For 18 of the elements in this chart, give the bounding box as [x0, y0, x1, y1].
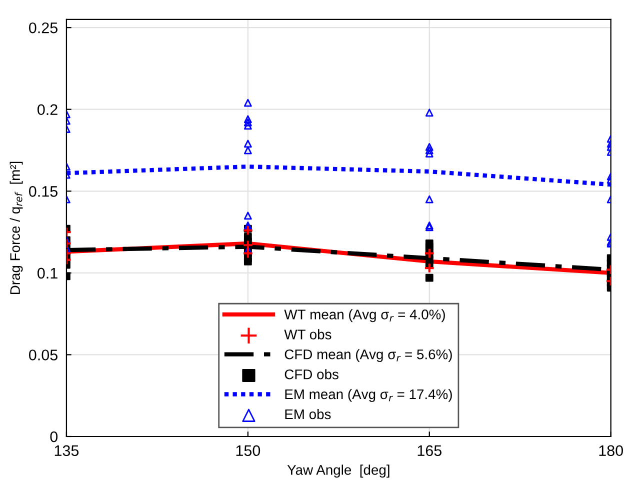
legend-label: EM mean (Avg σ$_{r}$ = 17.4%): [285, 388, 452, 402]
x-axis-title: Yaw Angle [deg]: [287, 464, 390, 478]
legend-label: CFD obs: [284, 369, 338, 380]
legend-label: WT obs: [284, 329, 332, 340]
y-tick-label: 0.15: [28, 186, 58, 197]
x-tick-label: 150: [236, 445, 260, 456]
y-tick-label: 0.2: [37, 104, 58, 116]
x-tick-label: 165: [418, 445, 442, 456]
legend-label: EM obs: [285, 408, 331, 420]
legend-label: WT mean (Avg σ$_{r}$ = 4.0%): [284, 309, 445, 322]
y-tick-label: 0: [50, 431, 58, 442]
y-tick-label: 0.05: [28, 350, 58, 360]
y-tick-label: 0.1: [37, 268, 58, 279]
y-axis-title: Drag Force / q$_{ref}$ [m²]: [10, 162, 23, 294]
x-tick-label: 180: [599, 445, 623, 456]
y-tick-label: 0.25: [28, 22, 58, 34]
legend-label: CFD mean (Avg σ$_{r}$ = 5.6%): [284, 349, 452, 362]
x-tick-label: 135: [54, 445, 79, 456]
